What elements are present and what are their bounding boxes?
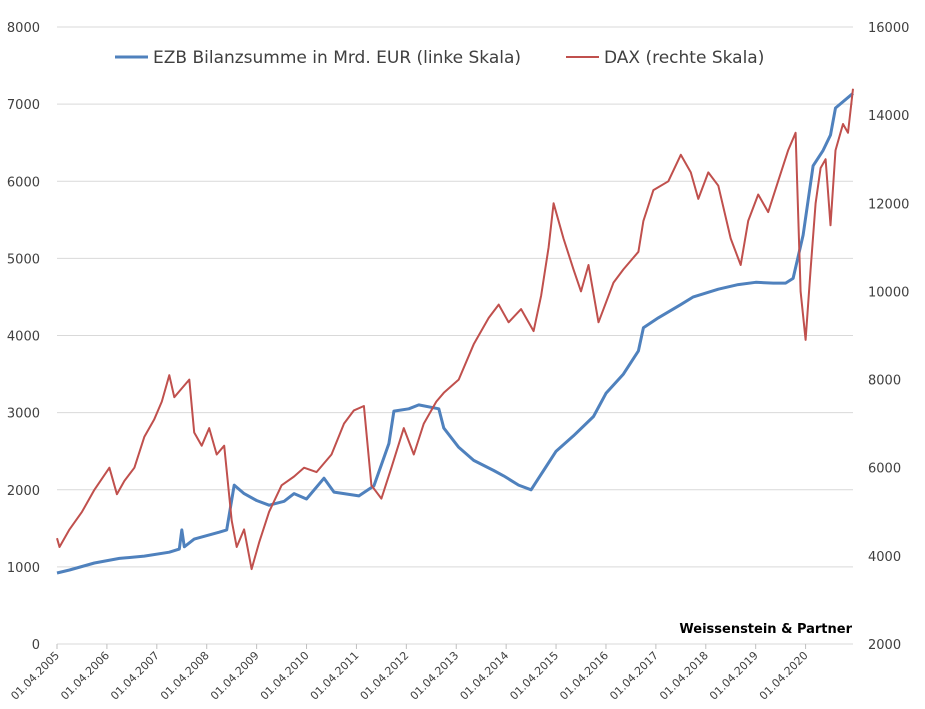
left-tick-label: 2000 [7,484,40,499]
series-line-dax [56,88,854,571]
left-tick-label: 1000 [7,561,40,576]
x-tick-label: 01.04.2006 [58,649,112,703]
right-tick-label: 2000 [868,638,901,653]
credit-label: Weissenstein & Partner [679,622,852,637]
x-tick-label: 01.04.2005 [8,649,62,703]
x-tick-label: 01.04.2018 [657,649,711,703]
series-line-ezb [56,92,854,575]
x-tick-label: 01.04.2010 [258,649,312,703]
right-tick-label: 4000 [868,550,901,565]
x-tick-label: 01.04.2016 [557,649,611,703]
x-tick-label: 01.04.2020 [757,649,811,703]
legend: EZB Bilanzsumme in Mrd. EUR (linke Skala… [115,48,764,68]
right-tick-label: 6000 [868,462,901,477]
right-tick-label: 16000 [868,21,909,36]
right-tick-label: 14000 [868,109,909,124]
right-tick-label: 12000 [868,197,909,212]
x-tick-label: 01.04.2019 [707,649,761,703]
left-tick-label: 5000 [7,252,40,267]
left-y-axis: 0 1000 2000 3000 4000 5000 6000 7000 8000 [7,21,40,653]
x-tick-label: 01.04.2008 [158,649,212,703]
x-tick-label: 01.04.2013 [408,649,462,703]
legend-label-ezb: EZB Bilanzsumme in Mrd. EUR (linke Skala… [153,48,521,68]
gridlines [57,26,853,645]
x-tick-label: 01.04.2017 [607,649,661,703]
x-tick-label: 01.04.2011 [308,649,362,703]
series-layer [56,88,854,575]
right-tick-label: 8000 [868,374,901,389]
left-tick-label: 3000 [7,407,40,422]
left-tick-label: 6000 [7,175,40,190]
left-tick-label: 4000 [7,330,40,345]
x-tick-label: 01.04.2009 [208,649,262,703]
x-tick-label: 01.04.2007 [108,649,162,703]
left-tick-label: 0 [32,638,40,653]
x-axis: 01.04.200501.04.200601.04.200701.04.2008… [8,644,811,703]
right-tick-label: 10000 [868,285,909,300]
x-tick-label: 01.04.2015 [507,649,561,703]
legend-label-dax: DAX (rechte Skala) [604,48,764,68]
x-tick-label: 01.04.2012 [358,649,412,703]
x-tick-label: 01.04.2014 [458,649,512,703]
right-y-axis: 2000 4000 6000 8000 10000 12000 14000 16000 [868,21,909,653]
left-tick-label: 7000 [7,98,40,113]
left-tick-label: 8000 [7,21,40,36]
